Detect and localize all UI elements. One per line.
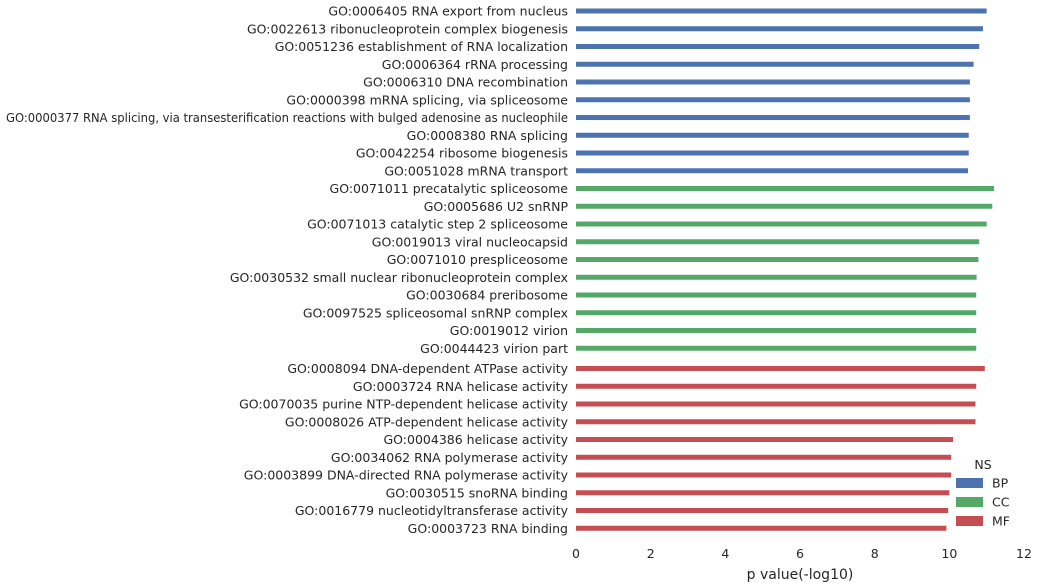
bar-4 bbox=[576, 61, 974, 67]
bar-15 bbox=[576, 257, 979, 262]
x-tick-label: 10 bbox=[941, 546, 957, 561]
category-label: GO:0008094 DNA-dependent ATPase activity bbox=[287, 361, 568, 376]
category-label: GO:0005686 U2 snRNP bbox=[424, 199, 569, 214]
bar-21 bbox=[576, 366, 985, 371]
bars-group bbox=[576, 8, 995, 531]
category-label: GO:0008380 RNA splicing bbox=[407, 128, 568, 143]
category-label: GO:0044423 virion part bbox=[420, 341, 568, 356]
x-axis-title: p value(-log10) bbox=[747, 567, 854, 583]
category-label: GO:0006310 DNA recombination bbox=[363, 75, 568, 90]
bar-22 bbox=[576, 383, 977, 389]
bar-30 bbox=[576, 525, 947, 531]
category-label: GO:0003723 RNA binding bbox=[408, 521, 568, 536]
category-label: GO:0000377 RNA splicing, via transesteri… bbox=[6, 110, 568, 125]
category-label: GO:0071011 precatalytic spliceosome bbox=[330, 181, 569, 196]
bar-27 bbox=[576, 472, 952, 478]
x-tick-label: 0 bbox=[572, 546, 580, 561]
legend: NS BP CC MF bbox=[956, 457, 1010, 529]
x-tick-label: 2 bbox=[647, 546, 655, 561]
bar-5 bbox=[576, 79, 970, 85]
bar-28 bbox=[576, 490, 950, 496]
category-label: GO:0004386 helicase activity bbox=[383, 432, 568, 447]
bar-19 bbox=[576, 328, 977, 333]
bar-13 bbox=[576, 221, 987, 227]
bar-14 bbox=[576, 239, 980, 245]
bar-25 bbox=[576, 437, 954, 442]
category-label: GO:0006364 rRNA processing bbox=[382, 57, 568, 72]
legend-swatch-cc bbox=[956, 497, 983, 507]
category-label: GO:0006405 RNA export from nucleus bbox=[328, 4, 568, 19]
category-labels-group: GO:0006405 RNA export from nucleus GO:002… bbox=[6, 4, 569, 536]
category-label: GO:0000398 mRNA splicing, via spliceosom… bbox=[286, 92, 568, 107]
category-label: GO:0022613 ribonucleoprotein complex bio… bbox=[247, 21, 568, 36]
bar-29 bbox=[576, 508, 949, 513]
x-tick-label: 4 bbox=[721, 546, 729, 561]
x-tick-labels-group: 0 2 4 6 8 10 12 bbox=[572, 546, 1032, 561]
bar-10 bbox=[576, 168, 968, 174]
x-tick-label: 6 bbox=[796, 546, 804, 561]
bar-12 bbox=[576, 203, 993, 209]
legend-swatch-mf bbox=[956, 516, 983, 526]
category-label: GO:0051236 establishment of RNA localiza… bbox=[275, 39, 568, 54]
category-label: GO:0019012 virion bbox=[450, 323, 568, 338]
category-label: GO:0030515 snoRNA binding bbox=[386, 485, 568, 500]
category-label: GO:0070035 purine NTP-dependent helicase… bbox=[239, 397, 569, 412]
bar-23 bbox=[576, 401, 976, 407]
category-label: GO:0051028 mRNA transport bbox=[384, 163, 568, 178]
bar-7 bbox=[576, 115, 970, 120]
bar-8 bbox=[576, 132, 969, 138]
bar-1 bbox=[576, 8, 987, 14]
category-label: GO:0071013 catalytic step 2 spliceosome bbox=[307, 217, 568, 232]
category-label: GO:0097525 spliceosomal snRNP complex bbox=[303, 305, 568, 320]
x-tick-label: 8 bbox=[871, 546, 879, 561]
category-label: GO:0030684 preribosome bbox=[406, 288, 568, 303]
bar-18 bbox=[576, 310, 977, 316]
category-label: GO:0003899 DNA-directed RNA polymerase a… bbox=[244, 468, 569, 483]
legend-title: NS bbox=[974, 457, 991, 472]
category-label: GO:0008026 ATP-dependent helicase activi… bbox=[285, 414, 569, 429]
bar-2 bbox=[576, 26, 983, 32]
legend-label-cc: CC bbox=[992, 495, 1010, 510]
legend-label-bp: BP bbox=[992, 476, 1009, 491]
bar-11 bbox=[576, 186, 995, 191]
category-label: GO:0042254 ribosome biogenesis bbox=[356, 146, 568, 161]
bar-16 bbox=[576, 274, 977, 280]
category-label: GO:0016779 nucleotidyltransferase activi… bbox=[295, 503, 569, 518]
category-label: GO:0071010 prespliceosome bbox=[387, 252, 569, 267]
bar-24 bbox=[576, 419, 976, 425]
bar-26 bbox=[576, 454, 952, 460]
legend-label-mf: MF bbox=[992, 514, 1010, 529]
category-label: GO:0019013 viral nucleocapsid bbox=[372, 234, 568, 249]
legend-swatch-bp bbox=[956, 478, 983, 488]
bar-17 bbox=[576, 292, 977, 298]
category-label: GO:0003724 RNA helicase activity bbox=[353, 379, 569, 394]
bar-9 bbox=[576, 150, 969, 156]
bar-20 bbox=[576, 345, 977, 351]
bar-6 bbox=[576, 97, 970, 103]
x-tick-label: 12 bbox=[1016, 546, 1032, 561]
category-label: GO:0030532 small nuclear ribonucleoprote… bbox=[230, 270, 568, 285]
bar-3 bbox=[576, 44, 980, 49]
category-label: GO:0034062 RNA polymerase activity bbox=[331, 450, 569, 465]
